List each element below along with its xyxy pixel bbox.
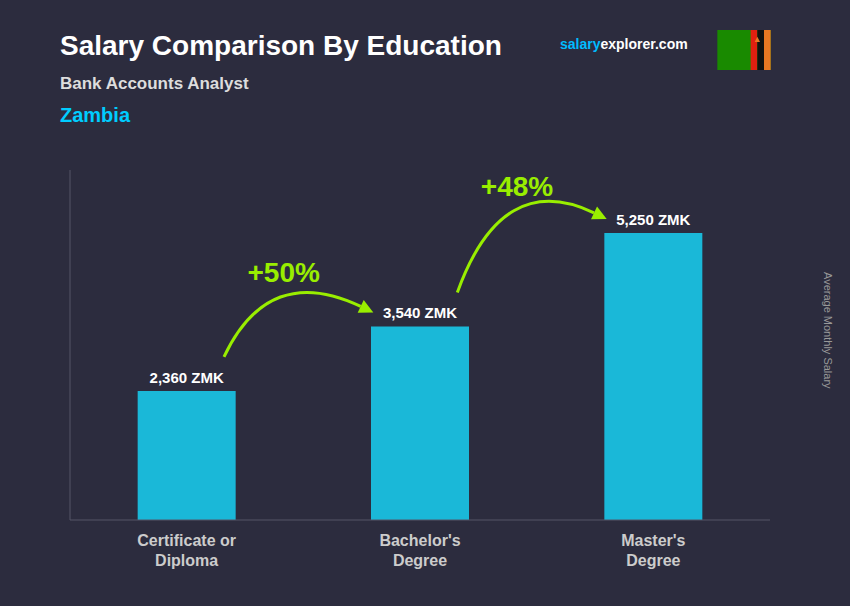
- svg-text:Master'sDegree: Master'sDegree: [621, 532, 685, 569]
- html-text:Zambia: Zambia: [60, 104, 130, 126]
- svg-text:Certificate orDiploma: Certificate orDiploma: [137, 532, 236, 569]
- html-text:Salary Comparison By Education: Salary Comparison By Education: [60, 30, 502, 61]
- svg-text:+48%: +48%: [481, 171, 553, 202]
- html-text:salary explorer.com: salary explorer.com: [560, 36, 688, 52]
- svg-text:Bachelor'sDegree: Bachelor'sDegree: [379, 532, 460, 569]
- html-text:Bank Accounts Analyst: Bank Accounts Analyst: [60, 74, 249, 93]
- svg-text:5,250 ZMK: 5,250 ZMK: [616, 211, 690, 228]
- svg-text:2,360 ZMK: 2,360 ZMK: [150, 369, 224, 386]
- html-text:Average Monthly Salary: Average Monthly Salary: [822, 271, 834, 389]
- svg-text:3,540 ZMK: 3,540 ZMK: [383, 304, 457, 321]
- svg-text:+50%: +50%: [247, 257, 319, 288]
